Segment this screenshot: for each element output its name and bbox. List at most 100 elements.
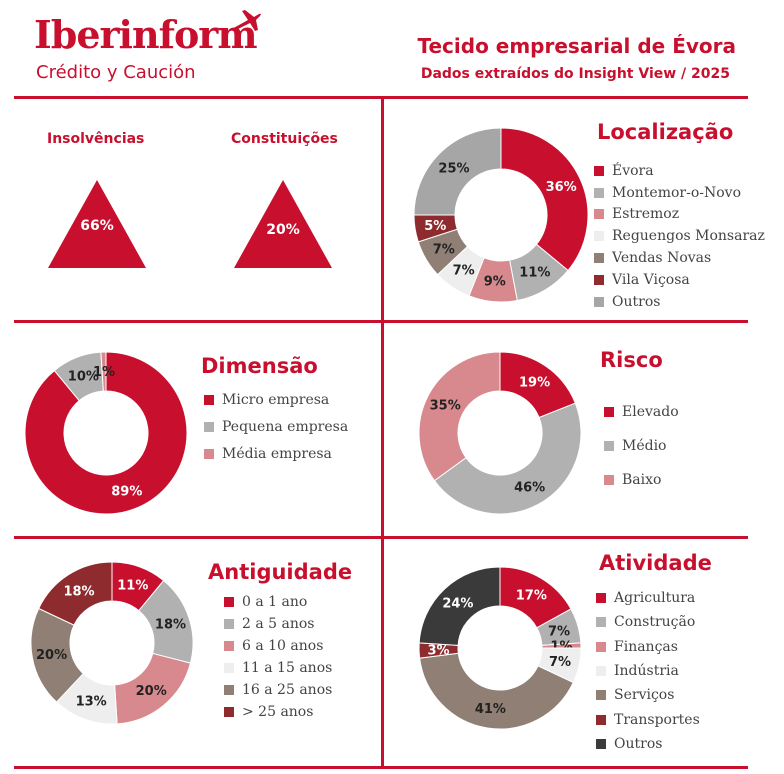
legend-localizacao: Évora Montemor-o-Novo Estremoz Reguengos Mo…: [594, 160, 765, 313]
legend-label: 16 a 25 anos: [242, 682, 333, 698]
legend-label: Agricultura: [614, 590, 696, 607]
legend-swatch: [594, 165, 604, 176]
label-dimensao-pequena-empresa: 10%: [68, 369, 99, 384]
legend-item-risco-baixo: Baixo: [604, 463, 679, 497]
legend-item-antiguidade-25-anos: > 25 anos: [224, 701, 332, 723]
legend-dimensao: Micro empresa Pequena empresa Média empres…: [204, 386, 348, 467]
indicator-insolvencias-triangle: 66%: [48, 180, 146, 268]
label-risco-medio: 46%: [514, 480, 545, 495]
legend-item-risco-elevado: Elevado: [604, 395, 679, 429]
slice-atividade-servicos: [419, 652, 574, 730]
legend-risco: Elevado Médio Baixo: [604, 395, 679, 497]
indicator-constituicoes-value: 20%: [266, 222, 300, 238]
indicator-constituicoes-label: Constituições: [231, 131, 338, 147]
legend-label: Estremoz: [612, 206, 680, 223]
indicator-constituicoes-triangle: 20%: [234, 180, 332, 268]
legend-item-localizacao-outros: Outros: [594, 291, 765, 313]
legend-item-atividade-industria: Indústria: [596, 659, 700, 683]
label-risco-elevado: 19%: [519, 376, 550, 391]
label-antiguidade-6-a-10-anos: 20%: [136, 684, 167, 699]
slice-dimensao-micro-empresa: [24, 351, 188, 515]
legend-item-atividade-agricultura: Agricultura: [596, 586, 700, 610]
label-antiguidade-2-a-5-anos: 18%: [155, 617, 186, 632]
legend-label: Outros: [614, 735, 663, 752]
legend-label: Elevado: [622, 404, 679, 420]
label-dimensao-media-empresa: 1%: [93, 365, 115, 380]
slice-atividade-outros: [418, 566, 501, 646]
legend-item-localizacao-reguengos-monsaraz: Reguengos Monsaraz: [594, 225, 765, 247]
brand-tagline: Crédito y Caución: [36, 62, 196, 83]
label-atividade-outros: 24%: [442, 597, 473, 612]
legend-label: Transportes: [614, 711, 700, 728]
legend-item-dimensao-pequena-empresa: Pequena empresa: [204, 413, 348, 440]
page-title: Tecido empresarial de Évora: [417, 34, 736, 58]
label-atividade-servicos: 41%: [475, 702, 506, 717]
legend-item-antiguidade-11-a-15-anos: 11 a 15 anos: [224, 657, 332, 679]
legend-swatch: [594, 187, 604, 198]
legend-item-localizacao-estremoz: Estremoz: [594, 204, 765, 226]
legend-swatch: [596, 738, 606, 749]
legend-label: 6 a 10 anos: [242, 638, 324, 654]
label-localizacao-outros: 25%: [438, 161, 469, 176]
legend-swatch: [596, 690, 606, 701]
label-localizacao-evora: 36%: [546, 180, 577, 195]
legend-swatch: [224, 685, 234, 695]
label-risco-baixo: 35%: [430, 399, 461, 414]
label-antiguidade-0-a-1-ano: 11%: [117, 579, 148, 594]
legend-swatch: [604, 475, 614, 485]
label-atividade-construcao: 7%: [548, 624, 570, 639]
legend-item-antiguidade-2-a-5-anos: 2 a 5 anos: [224, 613, 332, 635]
legend-label: 2 a 5 anos: [242, 616, 315, 632]
legend-label: Finanças: [614, 638, 678, 655]
indicator-insolvencias-value: 66%: [80, 218, 114, 234]
label-antiguidade-11-a-15-anos: 13%: [76, 694, 107, 709]
legend-item-atividade-outros: Outros: [596, 732, 700, 756]
legend-swatch: [224, 597, 234, 607]
label-antiguidade-16-a-25-anos: 20%: [36, 648, 67, 663]
legend-label: Indústria: [614, 663, 679, 680]
legend-label: 11 a 15 anos: [242, 660, 333, 676]
legend-swatch: [204, 421, 214, 432]
label-atividade-agricultura: 17%: [516, 589, 547, 604]
page-subtitle: Dados extraídos do Insight View / 2025: [420, 66, 730, 82]
legend-swatch: [204, 394, 214, 405]
legend-label: Micro empresa: [222, 391, 330, 408]
legend-label: > 25 anos: [242, 704, 314, 720]
slice-risco-baixo: [418, 351, 501, 482]
chart-localizacao: 36% 11% 9% 7% 7% 5% 25%: [413, 127, 589, 303]
slice-risco-medio: [433, 402, 582, 515]
legend-item-atividade-financas: Finanças: [596, 635, 700, 659]
label-atividade-transportes: 3%: [427, 643, 449, 658]
title-risco: Risco: [600, 348, 663, 372]
title-antiguidade: Antiguidade: [208, 560, 353, 584]
legend-swatch: [224, 619, 234, 629]
legend-swatch: [596, 593, 606, 604]
label-localizacao-vendas-novas: 7%: [433, 242, 455, 257]
legend-label: Évora: [612, 162, 654, 179]
legend-swatch: [594, 231, 604, 242]
legend-label: Serviços: [614, 687, 675, 704]
legend-label: Construção: [614, 614, 696, 631]
legend-swatch: [596, 641, 606, 652]
title-localizacao: Localização: [597, 120, 734, 144]
legend-swatch: [596, 617, 606, 628]
label-antiguidade-25-anos: 18%: [63, 585, 94, 600]
label-localizacao-reguengos-monsaraz: 7%: [453, 264, 475, 279]
legend-swatch: [604, 407, 614, 417]
legend-label: Outros: [612, 293, 661, 310]
chart-risco: 19% 46% 35%: [418, 351, 582, 515]
legend-swatch: [594, 274, 604, 285]
legend-label: Vila Viçosa: [612, 271, 690, 288]
legend-item-atividade-transportes: Transportes: [596, 707, 700, 731]
legend-item-localizacao-vila-vicosa: Vila Viçosa: [594, 269, 765, 291]
legend-label: 0 a 1 ano: [242, 594, 308, 610]
legend-label: Reguengos Monsaraz: [612, 228, 765, 245]
chart-antiguidade: 11% 18% 20% 13% 20% 18%: [30, 561, 194, 725]
legend-atividade: Agricultura Construção Finanças Indústria Se…: [596, 586, 700, 756]
legend-swatch: [204, 448, 214, 459]
brand-logo: Iberinform: [34, 12, 258, 57]
legend-label: Médio: [622, 438, 667, 454]
divider-center: [381, 98, 384, 766]
legend-item-localizacao-vendas-novas: Vendas Novas: [594, 247, 765, 269]
legend-item-antiguidade-16-a-25-anos: 16 a 25 anos: [224, 679, 332, 701]
